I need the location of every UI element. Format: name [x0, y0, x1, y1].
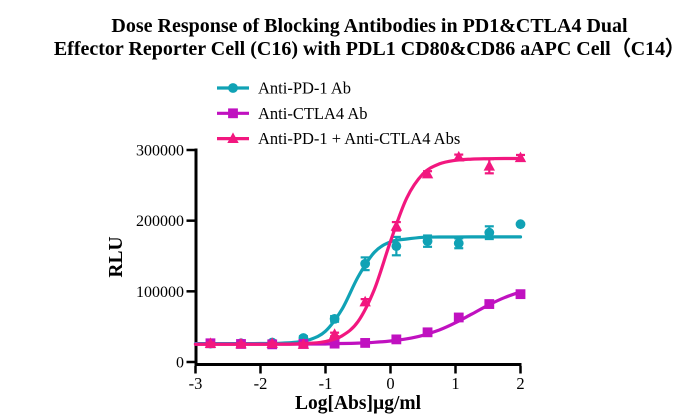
- legend-item-2: Anti-CTLA4 Ab: [217, 104, 368, 123]
- fit-curve: [193, 235, 523, 346]
- x-tick-label: -1: [319, 374, 333, 393]
- data-point: [360, 258, 371, 269]
- x-tick-label: 1: [451, 374, 459, 393]
- data-point: [359, 295, 371, 307]
- series-anti-pd-1-anti-ctla4-abs: [193, 150, 527, 349]
- legend-label: Anti-CTLA4 Ab: [258, 104, 368, 123]
- data-point: [422, 327, 433, 338]
- y-axis-label: RLU: [106, 236, 127, 277]
- data-point: [328, 328, 341, 339]
- data-point: [453, 150, 465, 162]
- legend-item-1: Anti-PD-1 Ab: [217, 79, 351, 98]
- data-point: [421, 167, 434, 179]
- data-point: [266, 337, 278, 349]
- fit-curve: [193, 290, 523, 346]
- data-point: [484, 299, 495, 309]
- data-point: [329, 338, 340, 349]
- x-tick-label: -2: [254, 374, 268, 393]
- fit-curve: [193, 156, 523, 346]
- data-point: [390, 220, 403, 231]
- data-point: [235, 337, 247, 349]
- data-point: [515, 289, 526, 300]
- data-point: [360, 338, 371, 348]
- data-point: [422, 236, 433, 247]
- legend-label: Anti-PD-1 Ab: [258, 79, 351, 98]
- y-tick-label: 0: [176, 355, 184, 372]
- x-tick-label: 0: [386, 374, 394, 393]
- data-point: [228, 108, 238, 119]
- data-point: [391, 241, 402, 252]
- data-point: [227, 132, 239, 143]
- legend-label: Anti-PD-1 + Anti-CTLA4 Abs: [258, 129, 460, 148]
- y-tick-label: 300000: [136, 143, 184, 160]
- data-point: [514, 151, 527, 163]
- series-anti-pd-1-ab: [193, 219, 526, 349]
- legend-item-3: Anti-PD-1 + Anti-CTLA4 Abs: [217, 129, 460, 148]
- x-tick-label: 2: [516, 374, 524, 393]
- data-point: [391, 334, 402, 345]
- data-point: [453, 312, 464, 323]
- data-point: [515, 219, 526, 230]
- y-tick-label: 100000: [136, 284, 184, 301]
- data-point: [297, 338, 310, 349]
- legend: Anti-PD-1 Ab Anti-CTLA4 Ab Anti-PD-1 + Ant…: [217, 79, 460, 148]
- data-point: [329, 313, 340, 324]
- y-tick-label: 200000: [136, 213, 184, 230]
- data-point: [228, 83, 238, 93]
- axes: -3 -2 -1 0 1 2 0 100000 200000 300000 RLU Log[Abs]µ…: [106, 143, 525, 415]
- data-point: [483, 160, 495, 171]
- data-point: [453, 238, 464, 249]
- data-point: [484, 227, 495, 238]
- x-tick-label: -3: [189, 374, 203, 393]
- chart-title-line2: Effector Reporter Cell (C16) with PDL1 C…: [53, 38, 686, 60]
- chart-title-line1: Dose Response of Blocking Antibodies in …: [111, 15, 628, 37]
- x-axis-label: Log[Abs]µg/ml: [295, 393, 422, 414]
- chart-title: Dose Response of Blocking Antibodies in …: [22, 15, 695, 61]
- data-point: [204, 337, 217, 349]
